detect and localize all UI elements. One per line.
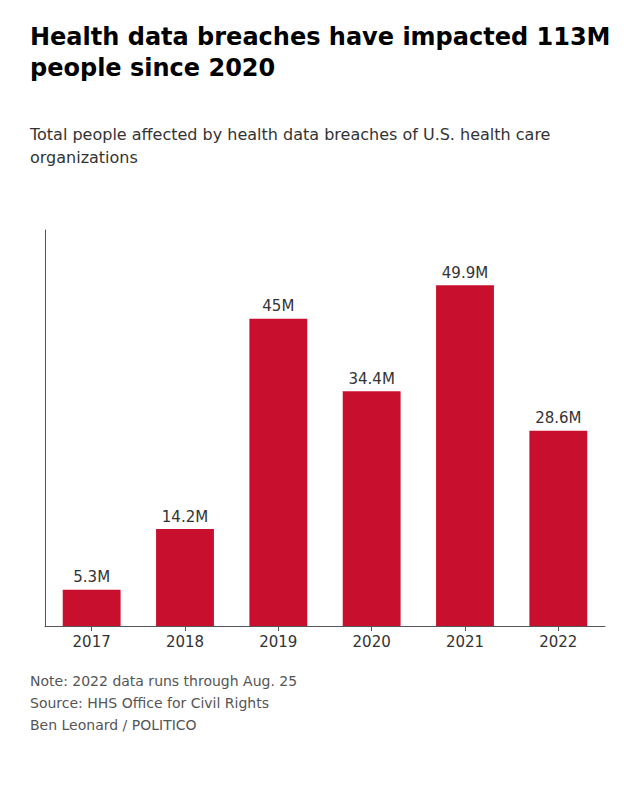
svg-text:Source: HHS Office for Civil R: Source: HHS Office for Civil Rights — [30, 695, 269, 711]
svg-text:49.9M: 49.9M — [442, 264, 488, 282]
svg-text:28.6M: 28.6M — [535, 409, 581, 427]
svg-text:organizations: organizations — [30, 148, 138, 167]
svg-text:34.4M: 34.4M — [348, 370, 394, 388]
svg-text:45M: 45M — [262, 297, 294, 315]
svg-text:2020: 2020 — [353, 633, 391, 651]
svg-text:Total people affected by healt: Total people affected by health data bre… — [29, 125, 550, 144]
svg-text:people since 2020: people since 2020 — [30, 54, 275, 82]
svg-text:2017: 2017 — [73, 633, 111, 651]
svg-text:Ben Leonard / POLITICO: Ben Leonard / POLITICO — [30, 717, 197, 733]
svg-text:2021: 2021 — [446, 633, 484, 651]
svg-text:5.3M: 5.3M — [73, 568, 110, 586]
svg-text:2018: 2018 — [166, 633, 204, 651]
svg-text:Health data breaches have impa: Health data breaches have impacted 113M — [30, 23, 610, 51]
svg-text:Note: 2022 data runs through A: Note: 2022 data runs through Aug. 25 — [30, 673, 297, 689]
svg-text:2022: 2022 — [539, 633, 577, 651]
svg-text:2019: 2019 — [259, 633, 297, 651]
svg-text:14.2M: 14.2M — [162, 508, 208, 526]
